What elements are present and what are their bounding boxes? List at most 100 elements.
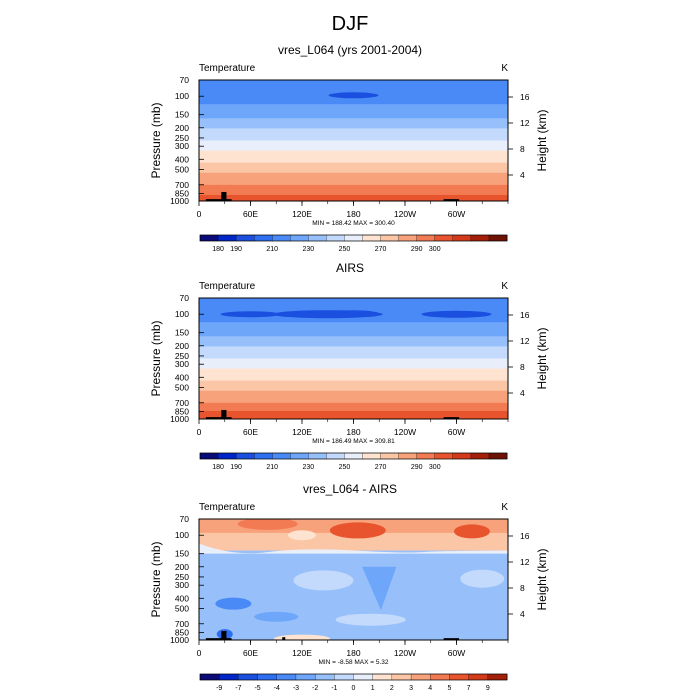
ytick-label: 200 bbox=[175, 341, 189, 351]
contour-field bbox=[199, 80, 508, 202]
xtick-label: 60E bbox=[243, 648, 258, 658]
colorbar-swatch bbox=[363, 235, 381, 241]
cold-core bbox=[221, 311, 281, 317]
units-label: K bbox=[501, 281, 508, 292]
units-label: K bbox=[501, 63, 508, 74]
colorbar-swatch bbox=[200, 453, 218, 459]
colorbar-swatch bbox=[399, 453, 417, 459]
colorbar-swatch bbox=[453, 453, 471, 459]
colorbar-swatch bbox=[469, 674, 488, 680]
ytick-label: 200 bbox=[175, 123, 189, 133]
contour-field bbox=[199, 298, 508, 420]
colorbar-label: 7 bbox=[467, 685, 471, 692]
xtick-label: 0 bbox=[197, 427, 202, 437]
ytick-right-label: 16 bbox=[520, 92, 530, 102]
ytick-right-label: 16 bbox=[520, 310, 530, 320]
colorbar-swatch bbox=[417, 453, 435, 459]
ytick-label: 70 bbox=[180, 293, 190, 303]
colorbar-swatch bbox=[471, 235, 489, 241]
ylabel-right: Height (km) bbox=[535, 548, 549, 610]
cold-core bbox=[273, 310, 383, 318]
cold-core bbox=[422, 311, 492, 318]
ytick-label: 200 bbox=[175, 562, 189, 572]
panel-3: vres_L064 - AIRSTemperature K701001502002… bbox=[149, 482, 549, 692]
contour-field bbox=[199, 518, 508, 643]
xtick-label: 60E bbox=[243, 427, 258, 437]
ytick-label: 70 bbox=[180, 75, 190, 85]
ytick-right-label: 12 bbox=[520, 336, 530, 346]
colorbar-label: -5 bbox=[254, 685, 260, 692]
colorbar-label: 300 bbox=[429, 464, 441, 471]
colorbar-swatch bbox=[411, 674, 430, 680]
ylabel: Pressure (mb) bbox=[149, 102, 163, 178]
colorbar-label: 230 bbox=[303, 246, 315, 253]
ytick-right-label: 4 bbox=[520, 609, 525, 619]
colorbar-label: 270 bbox=[375, 464, 387, 471]
topography bbox=[221, 631, 226, 640]
colorbar-swatch bbox=[488, 674, 507, 680]
colorbar-swatch bbox=[392, 674, 411, 680]
min-max-stats: MIN = 188.42 MAX = 300.40 bbox=[312, 220, 395, 227]
colorbar-label: 290 bbox=[411, 246, 423, 253]
colorbar-swatch bbox=[272, 453, 290, 459]
panel-2: AIRSTemperature K701001502002503004005007… bbox=[149, 261, 549, 471]
ytick-right-label: 8 bbox=[520, 362, 525, 372]
colorbar-label: 0 bbox=[352, 685, 356, 692]
xtick-label: 0 bbox=[197, 209, 202, 219]
ytick-right-label: 8 bbox=[520, 144, 525, 154]
xtick-label: 60E bbox=[243, 209, 258, 219]
colorbar-swatch bbox=[354, 674, 373, 680]
colorbar-swatch bbox=[435, 235, 453, 241]
ytick-right-label: 4 bbox=[520, 170, 525, 180]
xtick-label: 180 bbox=[346, 427, 360, 437]
topography bbox=[221, 192, 226, 201]
colorbar-swatch bbox=[308, 453, 326, 459]
colorbar-swatch bbox=[218, 235, 236, 241]
colorbar-swatch bbox=[200, 674, 219, 680]
colorbar-swatch bbox=[254, 453, 272, 459]
cool-anomaly bbox=[293, 570, 353, 590]
colorbar-swatch bbox=[373, 674, 392, 680]
colorbar-swatch bbox=[344, 453, 362, 459]
colorbar-label: 5 bbox=[447, 685, 451, 692]
colorbar-label: 180 bbox=[212, 246, 224, 253]
warm-anomaly bbox=[238, 518, 298, 530]
colorbar-swatch bbox=[258, 674, 277, 680]
ytick-label: 150 bbox=[175, 549, 189, 559]
colorbar-swatch bbox=[218, 453, 236, 459]
ytick-label: 70 bbox=[180, 514, 190, 524]
colorbar-swatch bbox=[471, 453, 489, 459]
colorbar-swatch bbox=[363, 453, 381, 459]
colorbar-label: -7 bbox=[235, 685, 241, 692]
ytick-label: 100 bbox=[175, 309, 189, 319]
colorbar-swatch bbox=[200, 235, 218, 241]
colorbar-swatch bbox=[449, 674, 468, 680]
ytick-label: 100 bbox=[175, 91, 189, 101]
colorbar-label: 230 bbox=[303, 464, 315, 471]
colorbar-swatch bbox=[308, 235, 326, 241]
colorbar-swatch bbox=[254, 235, 272, 241]
colorbar-label: 250 bbox=[339, 246, 351, 253]
colorbar-label: 250 bbox=[339, 464, 351, 471]
panel-title: AIRS bbox=[336, 261, 364, 275]
xtick-label: 60W bbox=[448, 648, 465, 658]
variable-label: Temperature bbox=[199, 63, 256, 74]
colorbar-swatch bbox=[236, 235, 254, 241]
xtick-label: 180 bbox=[346, 648, 360, 658]
colorbar-swatch bbox=[290, 235, 308, 241]
xtick-label: 180 bbox=[346, 209, 360, 219]
ytick-label: 400 bbox=[175, 154, 189, 164]
colorbar-swatch bbox=[272, 235, 290, 241]
colorbar-swatch bbox=[430, 674, 449, 680]
cool-anomaly bbox=[336, 614, 406, 626]
ytick-right-label: 4 bbox=[520, 388, 525, 398]
colorbar-swatch bbox=[344, 235, 362, 241]
colorbar-label: -3 bbox=[293, 685, 299, 692]
colorbar-label: -1 bbox=[331, 685, 337, 692]
figure-title: DJF bbox=[332, 13, 369, 35]
colorbar-swatch bbox=[326, 235, 344, 241]
ytick-right-label: 8 bbox=[520, 583, 525, 593]
ytick-label: 300 bbox=[175, 141, 189, 151]
colorbar-label: 190 bbox=[230, 464, 242, 471]
colorbar-swatch bbox=[435, 453, 453, 459]
